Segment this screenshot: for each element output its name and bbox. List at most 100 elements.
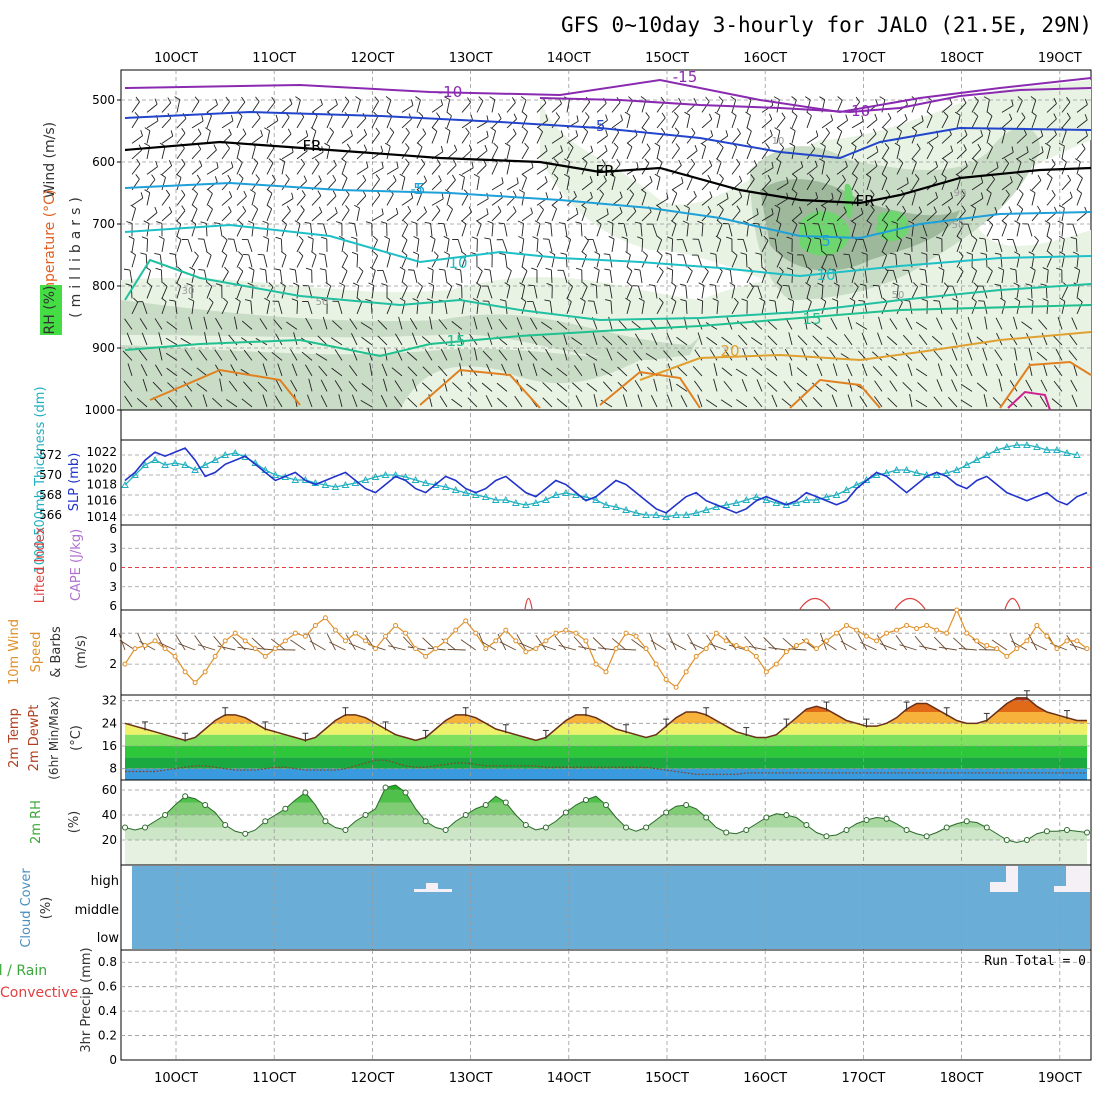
wind-barb-flag xyxy=(1081,143,1086,150)
wind-barb xyxy=(756,379,763,392)
wind-barb-flag xyxy=(167,97,172,104)
wind-barb xyxy=(575,395,583,408)
wind-barb xyxy=(356,99,361,113)
wind-barb-flag xyxy=(468,144,473,151)
wind-barb-flag xyxy=(467,97,471,103)
wind-barb xyxy=(1031,161,1035,175)
wind-barb xyxy=(307,394,313,408)
wind-barb xyxy=(473,347,478,361)
wind-barb xyxy=(215,317,223,330)
wind-barb xyxy=(967,316,973,330)
wind-barb xyxy=(521,177,528,191)
wind-barb xyxy=(573,349,583,361)
wind-barb-flag xyxy=(603,175,607,182)
wind-barb-flag xyxy=(395,207,399,214)
rh2m-point xyxy=(482,802,489,808)
wind-barb xyxy=(956,224,964,237)
wind10m-point xyxy=(132,646,138,652)
wind-barb xyxy=(896,146,901,160)
wind-barb xyxy=(637,394,643,408)
wind-barb xyxy=(806,148,816,160)
wind-barb-flag xyxy=(291,192,294,199)
ylabel-3hr-precip: 3hr Precip (mm) xyxy=(79,947,94,1052)
wind-barb xyxy=(698,239,703,253)
wind-barb xyxy=(296,180,307,191)
wind-barb-flag xyxy=(336,221,343,224)
wind-barb xyxy=(922,223,928,237)
wind-barb xyxy=(641,301,645,314)
wind-barb xyxy=(412,379,418,392)
wind-barb-flag xyxy=(368,282,375,286)
wind10m-point xyxy=(924,622,930,628)
wind-barb xyxy=(771,394,778,408)
wind-barb xyxy=(728,223,733,237)
wind-barb xyxy=(236,301,241,315)
wind10m-barb xyxy=(687,634,697,651)
wind-barb-flag xyxy=(774,127,781,132)
wind-barb xyxy=(936,317,943,330)
wind-barb-flag xyxy=(778,266,784,272)
wind-barb xyxy=(514,395,523,408)
wind-barb xyxy=(290,348,298,361)
wind-barb xyxy=(236,271,244,284)
wind-barb xyxy=(971,182,984,191)
wind-barb xyxy=(476,270,483,284)
wind-barb-flag xyxy=(905,236,912,240)
wind-barb xyxy=(864,269,868,283)
wind-barb-flag xyxy=(267,189,273,194)
wind-barb-flag xyxy=(538,251,544,257)
wind-barb-flag xyxy=(443,251,450,256)
wind-barb xyxy=(606,348,613,361)
wind10m-point xyxy=(423,653,429,659)
wind-barb xyxy=(761,119,773,129)
rh2m-point xyxy=(863,817,870,823)
wind-barb xyxy=(656,271,664,284)
ylabel-millibars: (millibars) xyxy=(68,192,84,318)
rh2m-point xyxy=(562,809,569,816)
wind-barb-flag xyxy=(920,252,927,255)
wind-barb-flag xyxy=(522,111,528,117)
wind-barb-flag xyxy=(865,173,872,178)
wind-barb-flag xyxy=(1084,114,1088,121)
rh2m-point xyxy=(683,802,690,808)
wind-barb-flag xyxy=(1066,112,1071,119)
wind-barb-flag xyxy=(961,205,966,212)
wind10m-point xyxy=(663,677,669,683)
thickness-point xyxy=(592,495,600,503)
wind-barb-flag xyxy=(716,158,722,163)
wind-barb xyxy=(836,119,848,129)
rh-region-mid xyxy=(121,300,706,360)
wind-barb xyxy=(1076,104,1088,113)
wind-barb-flag xyxy=(742,220,749,224)
wind-barb xyxy=(830,317,838,330)
wind-barb-flag xyxy=(1005,189,1010,196)
wind-barb xyxy=(909,394,913,407)
wind-barb-flag xyxy=(980,252,987,255)
wind-barb xyxy=(562,270,568,284)
wind-barb xyxy=(161,146,166,160)
wind-barb xyxy=(146,192,151,206)
wind-barb xyxy=(1028,347,1033,361)
wind-barb xyxy=(791,166,803,175)
wind-barb xyxy=(983,394,988,408)
wind-barb xyxy=(671,301,677,315)
wind-barb-flag xyxy=(519,282,525,287)
wind-barb-flag xyxy=(144,127,151,132)
wind-barb-flag xyxy=(1034,235,1039,241)
thickness-tick: 572 xyxy=(39,448,62,462)
rh2m-point xyxy=(582,797,589,803)
wind-barb xyxy=(491,223,494,237)
wind-barb xyxy=(776,117,786,129)
wind-barb-flag xyxy=(576,115,579,122)
wind-barb xyxy=(911,131,918,144)
thickness-point xyxy=(161,460,169,468)
tick-label: 900 xyxy=(92,341,115,355)
wind-barb-flag xyxy=(952,298,959,302)
wind-barb xyxy=(461,149,472,160)
wind-barb xyxy=(130,285,133,299)
wind-barb-flag xyxy=(1018,204,1024,210)
wind-barb xyxy=(774,238,778,252)
wind10m-barb xyxy=(329,641,346,651)
wind-barb-flag xyxy=(994,252,1001,255)
